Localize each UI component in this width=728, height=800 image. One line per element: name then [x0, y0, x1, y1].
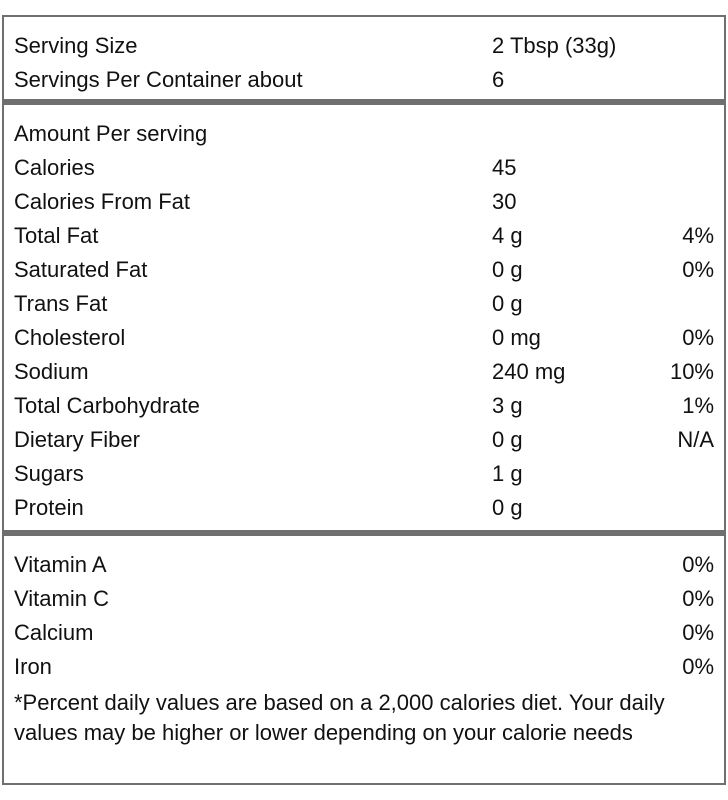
vitamin-name: Vitamin A	[14, 552, 107, 577]
nutrient-name: Total Fat	[14, 223, 99, 248]
nutrient-row-sodium: Sodium 240 mg 10%	[4, 355, 724, 389]
nutrition-facts-label: Serving Size 2 Tbsp (33g) Servings Per C…	[2, 15, 726, 785]
nutrient-name: Saturated Fat	[14, 257, 148, 282]
nutrient-name: Calories From Fat	[14, 189, 191, 214]
nutrient-amount: 4 g	[492, 223, 523, 248]
serving-size-row: Serving Size 2 Tbsp (33g)	[4, 29, 724, 63]
nutrient-amount: 30	[492, 189, 517, 214]
nutrient-row-dietary-fiber: Dietary Fiber 0 g N/A	[4, 423, 724, 457]
vitamin-row-vitamin-a: Vitamin A 0%	[4, 548, 724, 582]
nutrient-daily-value: 1%	[682, 393, 714, 418]
nutrient-amount: 0 g	[492, 257, 523, 282]
nutrient-daily-value: 10%	[669, 359, 714, 384]
nutrient-amount: 0 g	[492, 495, 523, 520]
vitamin-name: Vitamin C	[14, 586, 109, 611]
nutrient-row-total-carbohydrate: Total Carbohydrate 3 g 1%	[4, 389, 724, 423]
serving-size-value: 2 Tbsp (33g)	[492, 33, 617, 58]
amount-heading-row: Amount Per serving	[4, 117, 724, 151]
nutrient-name: Sugars	[14, 461, 84, 486]
nutrient-name: Trans Fat	[14, 291, 108, 316]
nutrient-amount: 0 g	[492, 427, 523, 452]
nutrient-name: Total Carbohydrate	[14, 393, 200, 418]
serving-size-label: Serving Size	[14, 33, 138, 58]
nutrient-row-calories-from-fat: Calories From Fat 30	[4, 185, 724, 219]
nutrient-name: Calories	[14, 155, 95, 180]
nutrient-row-total-fat: Total Fat 4 g 4%	[4, 219, 724, 253]
vitamin-section: Vitamin A 0% Vitamin C 0% Calcium 0% Iro…	[4, 536, 724, 793]
section-divider	[4, 99, 724, 105]
nutrient-amount: 240 mg	[492, 359, 566, 384]
nutrient-amount: 0 mg	[492, 325, 541, 350]
vitamin-row-vitamin-c: Vitamin C 0%	[4, 582, 724, 616]
daily-value-footnote: *Percent daily values are based on a 2,0…	[14, 690, 665, 745]
nutrient-name: Sodium	[14, 359, 89, 384]
nutrient-row-trans-fat: Trans Fat 0 g	[4, 287, 724, 321]
vitamin-daily-value: 0%	[682, 654, 714, 679]
nutrient-amount: 3 g	[492, 393, 523, 418]
nutrient-row-saturated-fat: Saturated Fat 0 g 0%	[4, 253, 724, 287]
nutrient-row-protein: Protein 0 g	[4, 491, 724, 525]
vitamin-daily-value: 0%	[682, 552, 714, 577]
nutrient-row-calories: Calories 45	[4, 151, 724, 185]
amount-heading: Amount Per serving	[14, 121, 208, 146]
nutrient-amount: 1 g	[492, 461, 523, 486]
nutrient-daily-value: 0%	[682, 325, 714, 350]
nutrient-name: Dietary Fiber	[14, 427, 140, 452]
vitamin-name: Calcium	[14, 620, 94, 645]
section-divider	[4, 530, 724, 536]
vitamin-row-calcium: Calcium 0%	[4, 616, 724, 650]
serving-section: Serving Size 2 Tbsp (33g) Servings Per C…	[4, 17, 724, 99]
nutrient-daily-value: N/A	[677, 427, 714, 452]
vitamin-name: Iron	[14, 654, 52, 679]
vitamin-row-iron: Iron 0%	[4, 650, 724, 684]
servings-per-container-value: 6	[492, 67, 505, 92]
nutrient-daily-value: 4%	[682, 223, 714, 248]
nutrient-section: Amount Per serving Calories 45 Calories …	[4, 105, 724, 530]
nutrient-amount: 0 g	[492, 291, 523, 316]
nutrient-amount: 45	[492, 155, 517, 180]
nutrient-row-cholesterol: Cholesterol 0 mg 0%	[4, 321, 724, 355]
nutrient-daily-value: 0%	[682, 257, 714, 282]
vitamin-daily-value: 0%	[682, 620, 714, 645]
nutrient-name: Protein	[14, 495, 84, 520]
vitamin-daily-value: 0%	[682, 586, 714, 611]
servings-per-container-label: Servings Per Container about	[14, 67, 303, 92]
servings-per-container-row: Servings Per Container about 6	[4, 63, 724, 97]
nutrient-row-sugars: Sugars 1 g	[4, 457, 724, 491]
nutrient-name: Cholesterol	[14, 325, 126, 350]
